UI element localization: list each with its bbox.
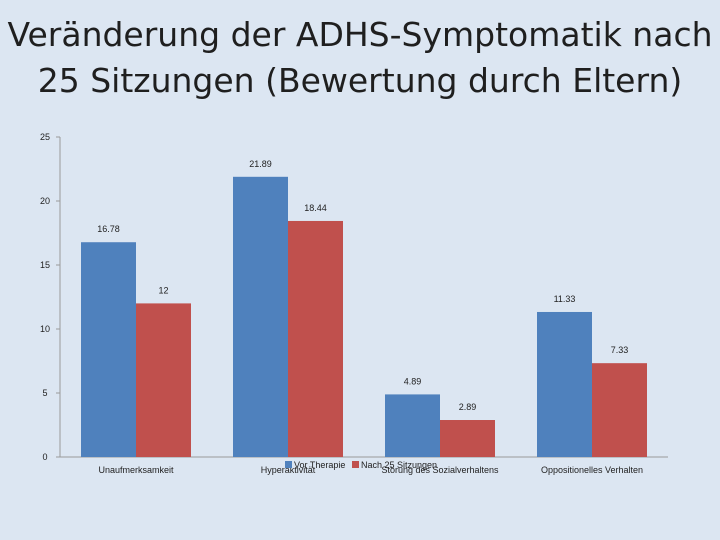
bar-after-3 (592, 363, 647, 457)
bar-after-2 (440, 420, 495, 457)
data-label: 7.33 (611, 345, 629, 355)
legend-label-before: Vor Therapie (294, 460, 345, 470)
y-tick-label: 5 (42, 388, 47, 398)
data-label: 2.89 (459, 402, 477, 412)
y-tick-label: 20 (40, 196, 50, 206)
legend-swatch-after (352, 461, 359, 468)
bar-after-1 (288, 220, 343, 457)
bar-before-2 (385, 394, 440, 457)
legend-label-after: Nach 25 Sitzungen (361, 460, 437, 470)
chart-title: Veränderung der ADHS-Symptomatik nach 25… (0, 12, 720, 104)
y-tick-label: 25 (40, 132, 50, 142)
x-axis-labels: Unaufmerksamkeit Hyperaktivität Störung de… (98, 465, 643, 475)
title-line-1: Veränderung der ADHS-Symptomatik nach (7, 15, 713, 54)
x-tick-label: Unaufmerksamkeit (98, 465, 174, 475)
data-label: 16.78 (97, 224, 120, 234)
data-label: 12 (158, 285, 168, 295)
bars: 16.78 21.89 4.89 11.33 12 18.44 2.89 7.33 (81, 159, 647, 458)
y-tick-label: 15 (40, 260, 50, 270)
bar-before-0 (81, 242, 136, 457)
bar-after-0 (136, 303, 191, 457)
title-line-2: 25 Sitzungen (Bewertung durch Eltern) (37, 61, 683, 100)
data-label: 11.33 (554, 294, 576, 304)
bar-before-1 (233, 176, 288, 458)
bar-before-3 (537, 311, 592, 457)
x-tick-label: Oppositionelles Verhalten (541, 465, 643, 475)
x-tick-label: Störung des Sozialverhaltens (381, 465, 499, 475)
data-label: 21.89 (249, 159, 272, 169)
data-label: 18.44 (304, 203, 327, 213)
y-tick-label: 0 (42, 452, 47, 462)
y-tick-label: 10 (40, 324, 50, 334)
legend-swatch-before (285, 461, 292, 468)
legend: Vor Therapie Nach 25 Sitzungen (285, 460, 437, 470)
data-label: 4.89 (404, 376, 422, 386)
x-tick-label: Hyperaktivität (261, 465, 316, 475)
